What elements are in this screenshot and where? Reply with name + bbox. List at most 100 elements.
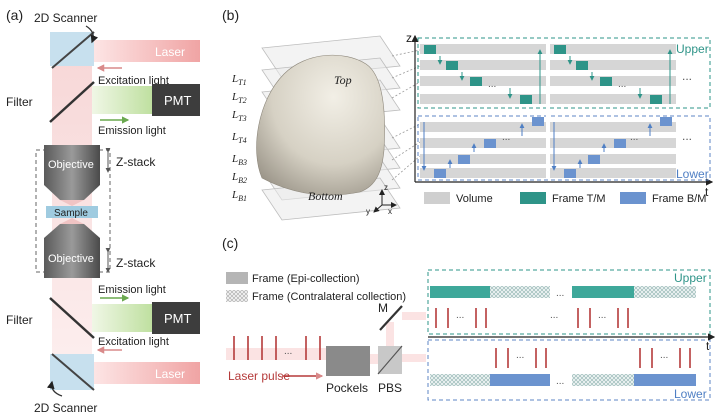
upper-epi-frame-2 (572, 286, 634, 298)
legend-frame-bm-label: Frame B/M (652, 193, 706, 205)
frame-bm (458, 155, 470, 164)
upper-dots-2: ... (618, 79, 626, 90)
excitation-label-bottom: Excitation light (98, 336, 169, 348)
sample-label: Sample (54, 208, 88, 219)
volume-blob (256, 54, 385, 196)
upper-pulse-dots-2: ... (598, 310, 606, 321)
lower-dots-1: ... (502, 132, 510, 143)
layer-label-b2: LB2 (231, 171, 247, 185)
layer-labels: LT1 LT2 LT3 LT4 LB3 LB2 LB1 (231, 73, 247, 203)
legend-epi-swatch (226, 272, 248, 284)
frame-bm (660, 117, 672, 126)
pockels-cell (326, 346, 370, 376)
pmt-bottom-label: PMT (164, 311, 192, 326)
panel-a: (a) Laser 2D Scanner Excitation light Fi… (6, 7, 200, 415)
frame-tm (424, 45, 436, 54)
frame-tm (554, 45, 566, 54)
bottom-label: Bottom (308, 189, 343, 203)
focus-cone-top (60, 200, 84, 206)
lower-path-beam (402, 354, 426, 362)
legend-b: Volume Frame T/M Frame B/M (424, 192, 706, 205)
filter-top-label: Filter (6, 95, 33, 109)
upper-pulse-dots-3: ... (550, 310, 558, 321)
panel-b: (b) Top Bottom LT1 LT2 LT3 LT4 LB3 LB2 L… (222, 7, 714, 221)
layer-label-t4: LT4 (231, 131, 247, 145)
filter-bottom (49, 297, 95, 339)
legend-epi-label: Frame (Epi-collection) (252, 273, 360, 285)
rotate-arrow-top-icon (85, 25, 99, 44)
upper-timeline-box (427, 269, 711, 335)
legend-contra-swatch (226, 290, 248, 302)
panel-a-label: (a) (6, 7, 23, 23)
pbs-up-beam (386, 322, 394, 346)
scanner-mirror-bottom (51, 353, 95, 391)
layer-label-b3: LB3 (231, 153, 247, 167)
pbs-diagonal (377, 345, 403, 375)
blue-frames (434, 117, 672, 178)
upper-path-beam (402, 312, 426, 320)
teal-frames (424, 45, 662, 104)
upper-contra-frame-2 (634, 286, 696, 298)
emission-beam-bottom (92, 304, 152, 332)
timeline-t-label: t (706, 339, 710, 353)
pmt-bottom (152, 302, 200, 334)
legend-frame-tm-label: Frame T/M (552, 193, 606, 205)
frame-tm (446, 61, 458, 70)
scanner-mirror-top (51, 31, 95, 69)
layer-label-t2: LT2 (231, 91, 247, 105)
zstack-label-top: Z-stack (116, 155, 156, 169)
layer-label-b1: LB1 (231, 189, 247, 203)
frame-bm (532, 117, 544, 126)
scanner-bottom-label: 2D Scanner (34, 401, 97, 415)
axis3d-y-label: y (366, 207, 370, 216)
timing-z-label: z (406, 31, 412, 45)
panel-c: (c) Frame (Epi-collection) Frame (Contra… (222, 235, 716, 401)
objective-bottom (44, 224, 100, 278)
upper-epi-frame-1 (430, 286, 490, 298)
axis3d-z-label: z (384, 183, 388, 192)
lower-pulse-dots-2: ... (660, 350, 668, 361)
legend-frame-bm-swatch (620, 192, 646, 204)
laser-label-top: Laser (155, 45, 185, 59)
scanner-top-label: 2D Scanner (34, 11, 97, 25)
frame-tm (600, 77, 612, 86)
lower-timeline-box (427, 339, 711, 401)
timing-t-label: t (705, 185, 709, 199)
focus-cone-bottom (60, 218, 84, 224)
filter-bottom-label: Filter (6, 313, 33, 327)
axis3d-x-label: x (388, 207, 392, 216)
panel-c-label: (c) (222, 235, 238, 251)
rotate-arrow-bottom-icon (46, 380, 63, 397)
filter-top (49, 81, 95, 123)
frame-tm (470, 77, 482, 86)
pockels-label: Pockels (326, 381, 368, 395)
emission-label-top: Emission light (98, 125, 166, 137)
upper-pulses (435, 308, 629, 328)
top-label: Top (334, 73, 352, 87)
link-beam (370, 354, 378, 364)
legend-volume-swatch (424, 192, 450, 204)
pbs-label: PBS (378, 381, 402, 395)
lower-pulses (495, 348, 691, 368)
xyz-axis-icon: z x y (366, 183, 397, 216)
lower-epi-frame-2 (634, 374, 696, 386)
frame-bm (614, 139, 626, 148)
volume-divider (546, 40, 550, 178)
lower-dots-2: ... (630, 132, 638, 143)
upper-contra-frame-1 (490, 286, 550, 298)
laser-label-bottom: Laser (155, 367, 185, 381)
layer-label-t3: LT3 (231, 109, 247, 123)
lower-step-arrows (421, 122, 653, 171)
excitation-label-top: Excitation light (98, 75, 169, 87)
lower-contra-frame-1 (430, 374, 490, 386)
frame-bm (434, 169, 446, 178)
upper-dots-3: ... (682, 69, 692, 83)
layer-label-t1: LT1 (231, 73, 247, 87)
upper-timeline-label: Upper (674, 271, 707, 285)
frame-bm (484, 139, 496, 148)
pulse-dots: ... (284, 346, 292, 357)
upper-frame-dots: ... (556, 288, 564, 299)
panel-b-label: (b) (222, 7, 239, 23)
lower-contra-frame-2 (572, 374, 634, 386)
upper-pulse-dots-1: ... (456, 310, 464, 321)
